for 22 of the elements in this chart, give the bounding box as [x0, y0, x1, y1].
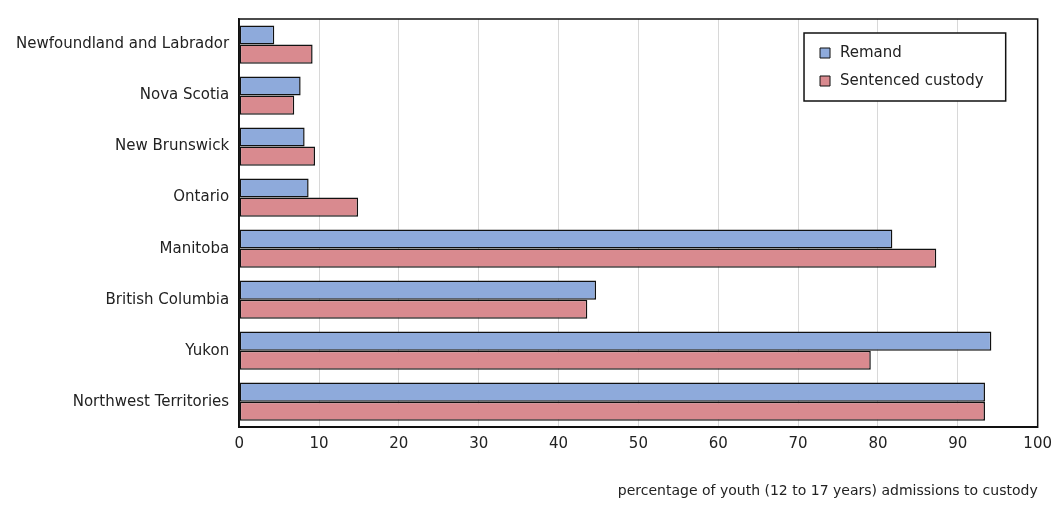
legend-label: Remand — [840, 42, 902, 61]
y-tick-label: New Brunswick — [115, 136, 230, 155]
x-tick-label: 0 — [234, 434, 244, 453]
y-tick-label: British Columbia — [105, 289, 230, 308]
y-tick-label: Yukon — [184, 340, 230, 359]
legend-label: Sentenced custody — [840, 70, 984, 89]
y-tick-label: Newfoundland and Labrador — [15, 34, 230, 53]
y-tick-label: Ontario — [173, 187, 230, 206]
y-tick-label: Nova Scotia — [139, 85, 230, 104]
x-tick-label: 30 — [469, 434, 489, 453]
x-axis-title: percentage of youth (12 to 17 years) admissions to custody — [617, 482, 1038, 499]
x-tick-label: 80 — [868, 434, 888, 453]
x-tick-label: 100 — [1023, 434, 1053, 453]
y-tick-label: Manitoba — [159, 238, 230, 257]
x-tick-label: 40 — [549, 434, 569, 453]
x-tick-label: 70 — [788, 434, 808, 453]
y-tick-label: Northwest Territories — [72, 391, 230, 410]
x-tick-label: 20 — [389, 434, 409, 453]
x-tick-label: 10 — [309, 434, 329, 453]
x-tick-label: 90 — [948, 434, 968, 453]
x-tick-label: 60 — [708, 434, 728, 453]
x-tick-label: 50 — [628, 434, 648, 453]
